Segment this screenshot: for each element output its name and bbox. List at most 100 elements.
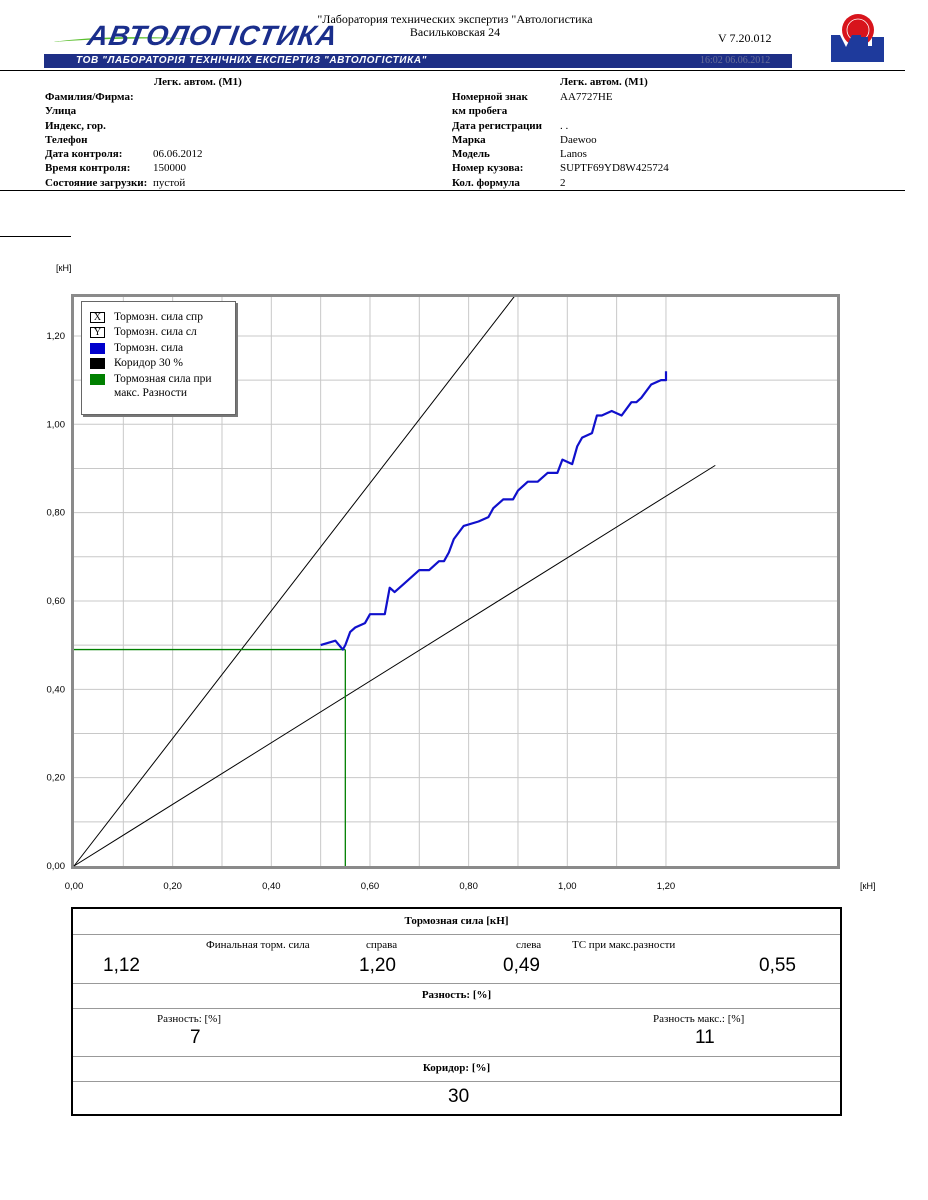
info-label: Номерной знак	[452, 91, 528, 103]
legend-swatch	[90, 374, 105, 385]
maha-logo-icon	[831, 14, 884, 62]
max-diff-force-value: 0,55	[759, 955, 796, 976]
legend-item: Тормозная сила при макс. Разности	[90, 373, 222, 400]
corridor-line	[73, 464, 716, 867]
difference-value: 7	[190, 1027, 201, 1048]
y-tick-label: 0,80	[47, 508, 66, 519]
legend-swatch	[90, 343, 105, 354]
clip-mask-top	[71, 200, 928, 294]
legend-item: Коридор 30 %	[90, 357, 183, 371]
chart-legend: X Тормозн. сила спр Y Тормозн. сила сл Т…	[81, 301, 236, 415]
legend-symbol: X	[90, 312, 105, 323]
clip-mask-right	[840, 280, 928, 880]
difference-max-value: 11	[695, 1027, 715, 1048]
corridor-value: 30	[448, 1086, 470, 1107]
info-label: км пробега	[452, 105, 508, 118]
vehicle-class-left: Легк. автом. (M1)	[154, 76, 242, 88]
y-axis-unit: [кН]	[56, 263, 72, 273]
info-value: 2	[560, 176, 566, 189]
info-divider	[0, 190, 905, 191]
x-tick-label: 0,40	[262, 881, 281, 892]
info-label: Номер кузова:	[452, 162, 524, 175]
legend-item: Тормозн. сила	[90, 342, 183, 356]
info-value: Daewoo	[560, 133, 597, 146]
info-label: Дата регистрации	[452, 119, 542, 132]
max-diff-marker	[74, 648, 346, 866]
table-divider	[73, 1008, 840, 1009]
axis-ticks: 0,00 0,20 0,40 0,60 0,80 1,00 1,20 0,00 0,20 0,40…	[47, 331, 676, 892]
lab-address: Васильковская 24	[409, 25, 501, 39]
company-banner	[44, 54, 792, 68]
y-tick-label: 0,20	[47, 773, 66, 784]
right-force-value: 1,20	[359, 955, 396, 976]
x-axis-unit: [кН]	[860, 881, 876, 891]
legend-label: Тормозн. сила спр	[114, 311, 203, 323]
brake-force-line	[320, 371, 668, 651]
brake-force-series	[320, 371, 668, 651]
info-value: пустой	[153, 176, 186, 189]
corridor-line	[73, 291, 519, 867]
info-label: Фамилия/Фирма:	[45, 91, 134, 103]
legend-item: X Тормозн. сила спр	[90, 311, 203, 325]
legend-label: Тормозн. сила сл	[114, 326, 197, 338]
x-tick-label: 1,00	[558, 881, 577, 892]
info-value: 150000	[153, 162, 186, 175]
info-value: . .	[560, 119, 569, 132]
corridor-header: Коридор: [%]	[422, 1062, 491, 1074]
legend-swatch	[90, 358, 105, 369]
header-divider	[0, 70, 905, 71]
logo-swoosh-icon	[52, 37, 202, 42]
difference-label: Разность: [%]	[157, 1013, 222, 1025]
x-tick-label: 0,80	[459, 881, 478, 892]
brake-force-header: Тормозная сила [кН]	[404, 915, 509, 927]
table-divider	[73, 1081, 840, 1082]
frame-top	[71, 294, 840, 297]
print-datetime: 16:02 06.06.2012	[700, 55, 771, 66]
left-force-value: 0,49	[503, 955, 540, 976]
info-label: Телефон	[45, 133, 88, 146]
info-value: SUPTF69YD8W425724	[560, 162, 669, 175]
table-divider	[73, 1056, 840, 1057]
y-tick-label: 0,40	[47, 684, 66, 695]
legend-label: Тормозная сила при макс. Разности	[114, 373, 212, 399]
vehicle-class-right: Легк. автом. (M1)	[560, 76, 648, 88]
x-tick-label: 0,00	[65, 881, 84, 892]
info-label: Состояние загрузки:	[45, 176, 148, 189]
x-tick-label: 0,20	[163, 881, 182, 892]
y-tick-label: 0,60	[47, 596, 66, 607]
legend-label: Коридор 30 %	[114, 357, 183, 369]
info-value: 06.06.2012	[153, 148, 203, 161]
grid	[74, 297, 837, 866]
info-label: Кол. формула	[452, 176, 520, 189]
table-divider	[73, 983, 840, 984]
difference-header: Разность: [%]	[421, 989, 492, 1001]
x-tick-label: 1,20	[657, 881, 676, 892]
x-tick-label: 0,60	[361, 881, 380, 892]
info-value: АА7727НЕ	[560, 91, 613, 103]
y-tick-label: 1,00	[47, 419, 66, 430]
info-label: Улица	[45, 105, 77, 118]
customer-info: Фамилия/Фирма: Улица Индекс, гор. Телефо…	[45, 90, 203, 190]
left-force-label: слева	[516, 939, 542, 951]
info-label: Индекс, гор.	[45, 119, 106, 132]
y-tick-label: 0,00	[47, 861, 66, 872]
info-label: Время контроля:	[45, 162, 131, 175]
results-table: Тормозная сила [кН] Финальная торм. сила…	[71, 907, 842, 1116]
lab-name-text: "Лаборатория технических экспертиз "Авто…	[317, 12, 593, 26]
brake-force-chart: 0,00 0,20 0,40 0,60 0,80 1,00 1,20 0,00 0,20 0,40…	[46, 200, 928, 892]
legend-symbol: Y	[90, 327, 105, 338]
info-value: Lanos	[560, 148, 587, 161]
info-label: Марка	[452, 133, 486, 146]
final-force-value: 1,12	[103, 955, 140, 976]
right-force-label: справа	[366, 939, 398, 951]
info-label: Модель	[452, 148, 490, 161]
table-divider	[73, 934, 840, 935]
version-label: V 7.20.012	[718, 31, 772, 45]
lab-name: "Лаборатория технических экспертиз "Авто…	[300, 13, 610, 39]
info-label: Дата контроля:	[45, 148, 123, 161]
vehicle-info: Номерной знак АА7727НЕ км пробега Дата ре…	[452, 90, 669, 190]
frame-right	[837, 294, 840, 869]
difference-max-label: Разность макс.: [%]	[653, 1013, 745, 1025]
final-force-label: Финальная торм. сила	[206, 939, 310, 951]
y-tick-label: 1,20	[47, 331, 66, 342]
